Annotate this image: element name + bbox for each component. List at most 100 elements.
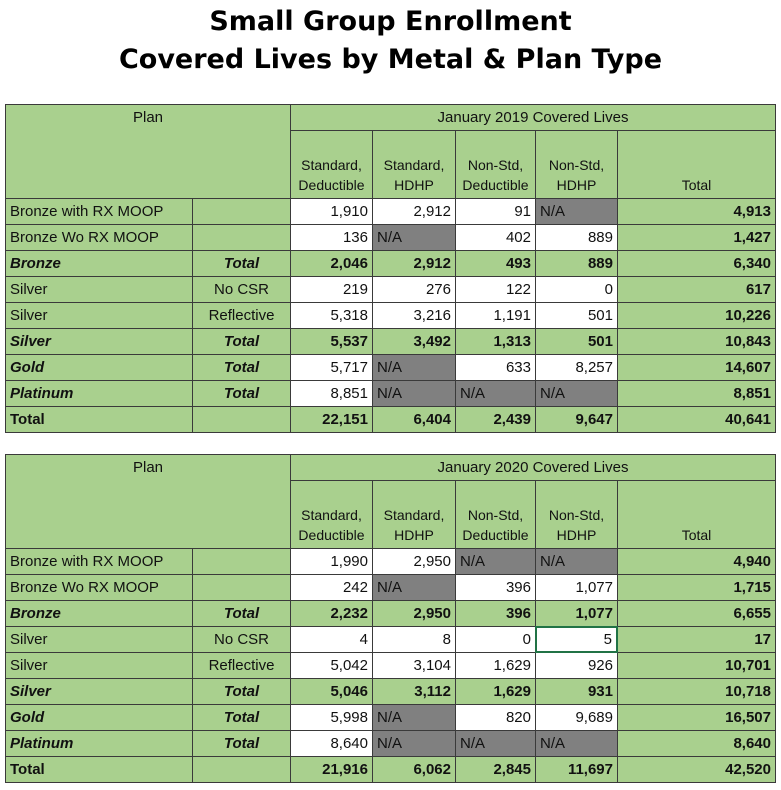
value-cell: 889 [535, 224, 618, 251]
period-header: January 2020 Covered Lives [290, 454, 776, 481]
value-cell: 122 [455, 276, 536, 303]
column-header: Non-Std, HDHP [535, 130, 618, 199]
column-header-line: Deductible [462, 177, 529, 193]
column-header-line: HDHP [556, 177, 597, 193]
row-label: Silver [5, 678, 193, 705]
value-cell: 1,191 [455, 302, 536, 329]
value-cell: 91 [455, 198, 536, 225]
row-sublabel: Reflective [192, 302, 291, 329]
value-cell: 242 [290, 574, 373, 601]
value-cell: 3,104 [372, 652, 456, 679]
column-header-line: Standard, [301, 507, 362, 523]
row-sublabel: No CSR [192, 276, 291, 303]
value-cell: 6,404 [372, 406, 456, 433]
value-cell: 926 [535, 652, 618, 679]
total-cell: 40,641 [617, 406, 776, 433]
value-cell: 276 [372, 276, 456, 303]
column-header-line: HDHP [394, 527, 434, 543]
value-cell: N/A [535, 380, 618, 407]
row-label: Platinum [5, 730, 193, 757]
value-cell: N/A [455, 548, 536, 575]
row-sublabel: Total [192, 250, 291, 277]
value-cell: 396 [455, 574, 536, 601]
row-sublabel: Total [192, 354, 291, 381]
value-cell: 5,318 [290, 302, 373, 329]
total-cell: 1,715 [617, 574, 776, 601]
value-cell: 3,216 [372, 302, 456, 329]
value-cell: 3,112 [372, 678, 456, 705]
row-label: Silver [5, 302, 193, 329]
row-label: Total [5, 756, 193, 783]
row-sublabel: Reflective [192, 652, 291, 679]
total-cell: 10,226 [617, 302, 776, 329]
total-cell: 6,655 [617, 600, 776, 627]
row-label: Bronze Wo RX MOOP [5, 574, 193, 601]
value-cell: 2,046 [290, 250, 373, 277]
value-cell: 219 [290, 276, 373, 303]
value-cell: 2,845 [455, 756, 536, 783]
total-cell: 8,640 [617, 730, 776, 757]
plan-header: Plan [5, 104, 291, 199]
total-cell: 4,940 [617, 548, 776, 575]
column-header-line: Non-Std, [467, 157, 524, 173]
value-cell: 2,439 [455, 406, 536, 433]
column-header-line: Deductible [298, 527, 365, 543]
column-header-line: Deductible [462, 527, 529, 543]
row-label: Silver [5, 626, 193, 653]
total-cell: 1,427 [617, 224, 776, 251]
column-header: Standard, HDHP [372, 130, 456, 199]
value-cell: N/A [372, 704, 456, 731]
row-sublabel [192, 406, 291, 433]
value-cell: N/A [455, 380, 536, 407]
column-header-line: HDHP [394, 177, 434, 193]
title: Small Group Enrollment [209, 6, 572, 37]
column-header: Standard, HDHP [372, 480, 456, 549]
row-sublabel: Total [192, 328, 291, 355]
value-cell: 0 [535, 276, 618, 303]
value-cell: 5,046 [290, 678, 373, 705]
value-cell: 3,492 [372, 328, 456, 355]
value-cell: 11,697 [535, 756, 618, 783]
total-cell: 17 [617, 626, 776, 653]
row-label: Silver [5, 276, 193, 303]
value-cell: 22,151 [290, 406, 373, 433]
row-label: Total [5, 406, 193, 433]
column-header-line: Non-Std, [467, 507, 524, 523]
value-cell: 501 [535, 302, 618, 329]
column-header-line: Standard, [383, 157, 445, 173]
value-cell: 1,910 [290, 198, 373, 225]
total-cell: 10,718 [617, 678, 776, 705]
period-header: January 2019 Covered Lives [290, 104, 776, 131]
column-header-line: Standard, [301, 157, 362, 173]
value-cell: 4 [290, 626, 373, 653]
row-label: Gold [5, 354, 193, 381]
row-sublabel: Total [192, 380, 291, 407]
column-header-line: Non-Std, [548, 157, 605, 173]
value-cell: 8,640 [290, 730, 373, 757]
row-label: Silver [5, 652, 193, 679]
value-cell: N/A [535, 198, 618, 225]
value-cell: 21,916 [290, 756, 373, 783]
value-cell: 396 [455, 600, 536, 627]
row-label: Silver [5, 328, 193, 355]
total-cell: 10,701 [617, 652, 776, 679]
column-header: Non-Std, Deductible [455, 130, 536, 199]
value-cell: 8 [372, 626, 456, 653]
value-cell: 1,990 [290, 548, 373, 575]
total-cell: 6,340 [617, 250, 776, 277]
row-sublabel: No CSR [192, 626, 291, 653]
value-cell: 889 [535, 250, 618, 277]
value-cell: 5 [535, 626, 618, 653]
value-cell: 493 [455, 250, 536, 277]
value-cell: N/A [372, 224, 456, 251]
total-cell: 4,913 [617, 198, 776, 225]
total-cell: 14,607 [617, 354, 776, 381]
plan-header: Plan [5, 454, 291, 549]
value-cell: 8,851 [290, 380, 373, 407]
total-header: Total [617, 130, 776, 199]
column-header-line: Non-Std, [548, 507, 605, 523]
row-label: Bronze [5, 600, 193, 627]
value-cell: 501 [535, 328, 618, 355]
value-cell: N/A [372, 574, 456, 601]
